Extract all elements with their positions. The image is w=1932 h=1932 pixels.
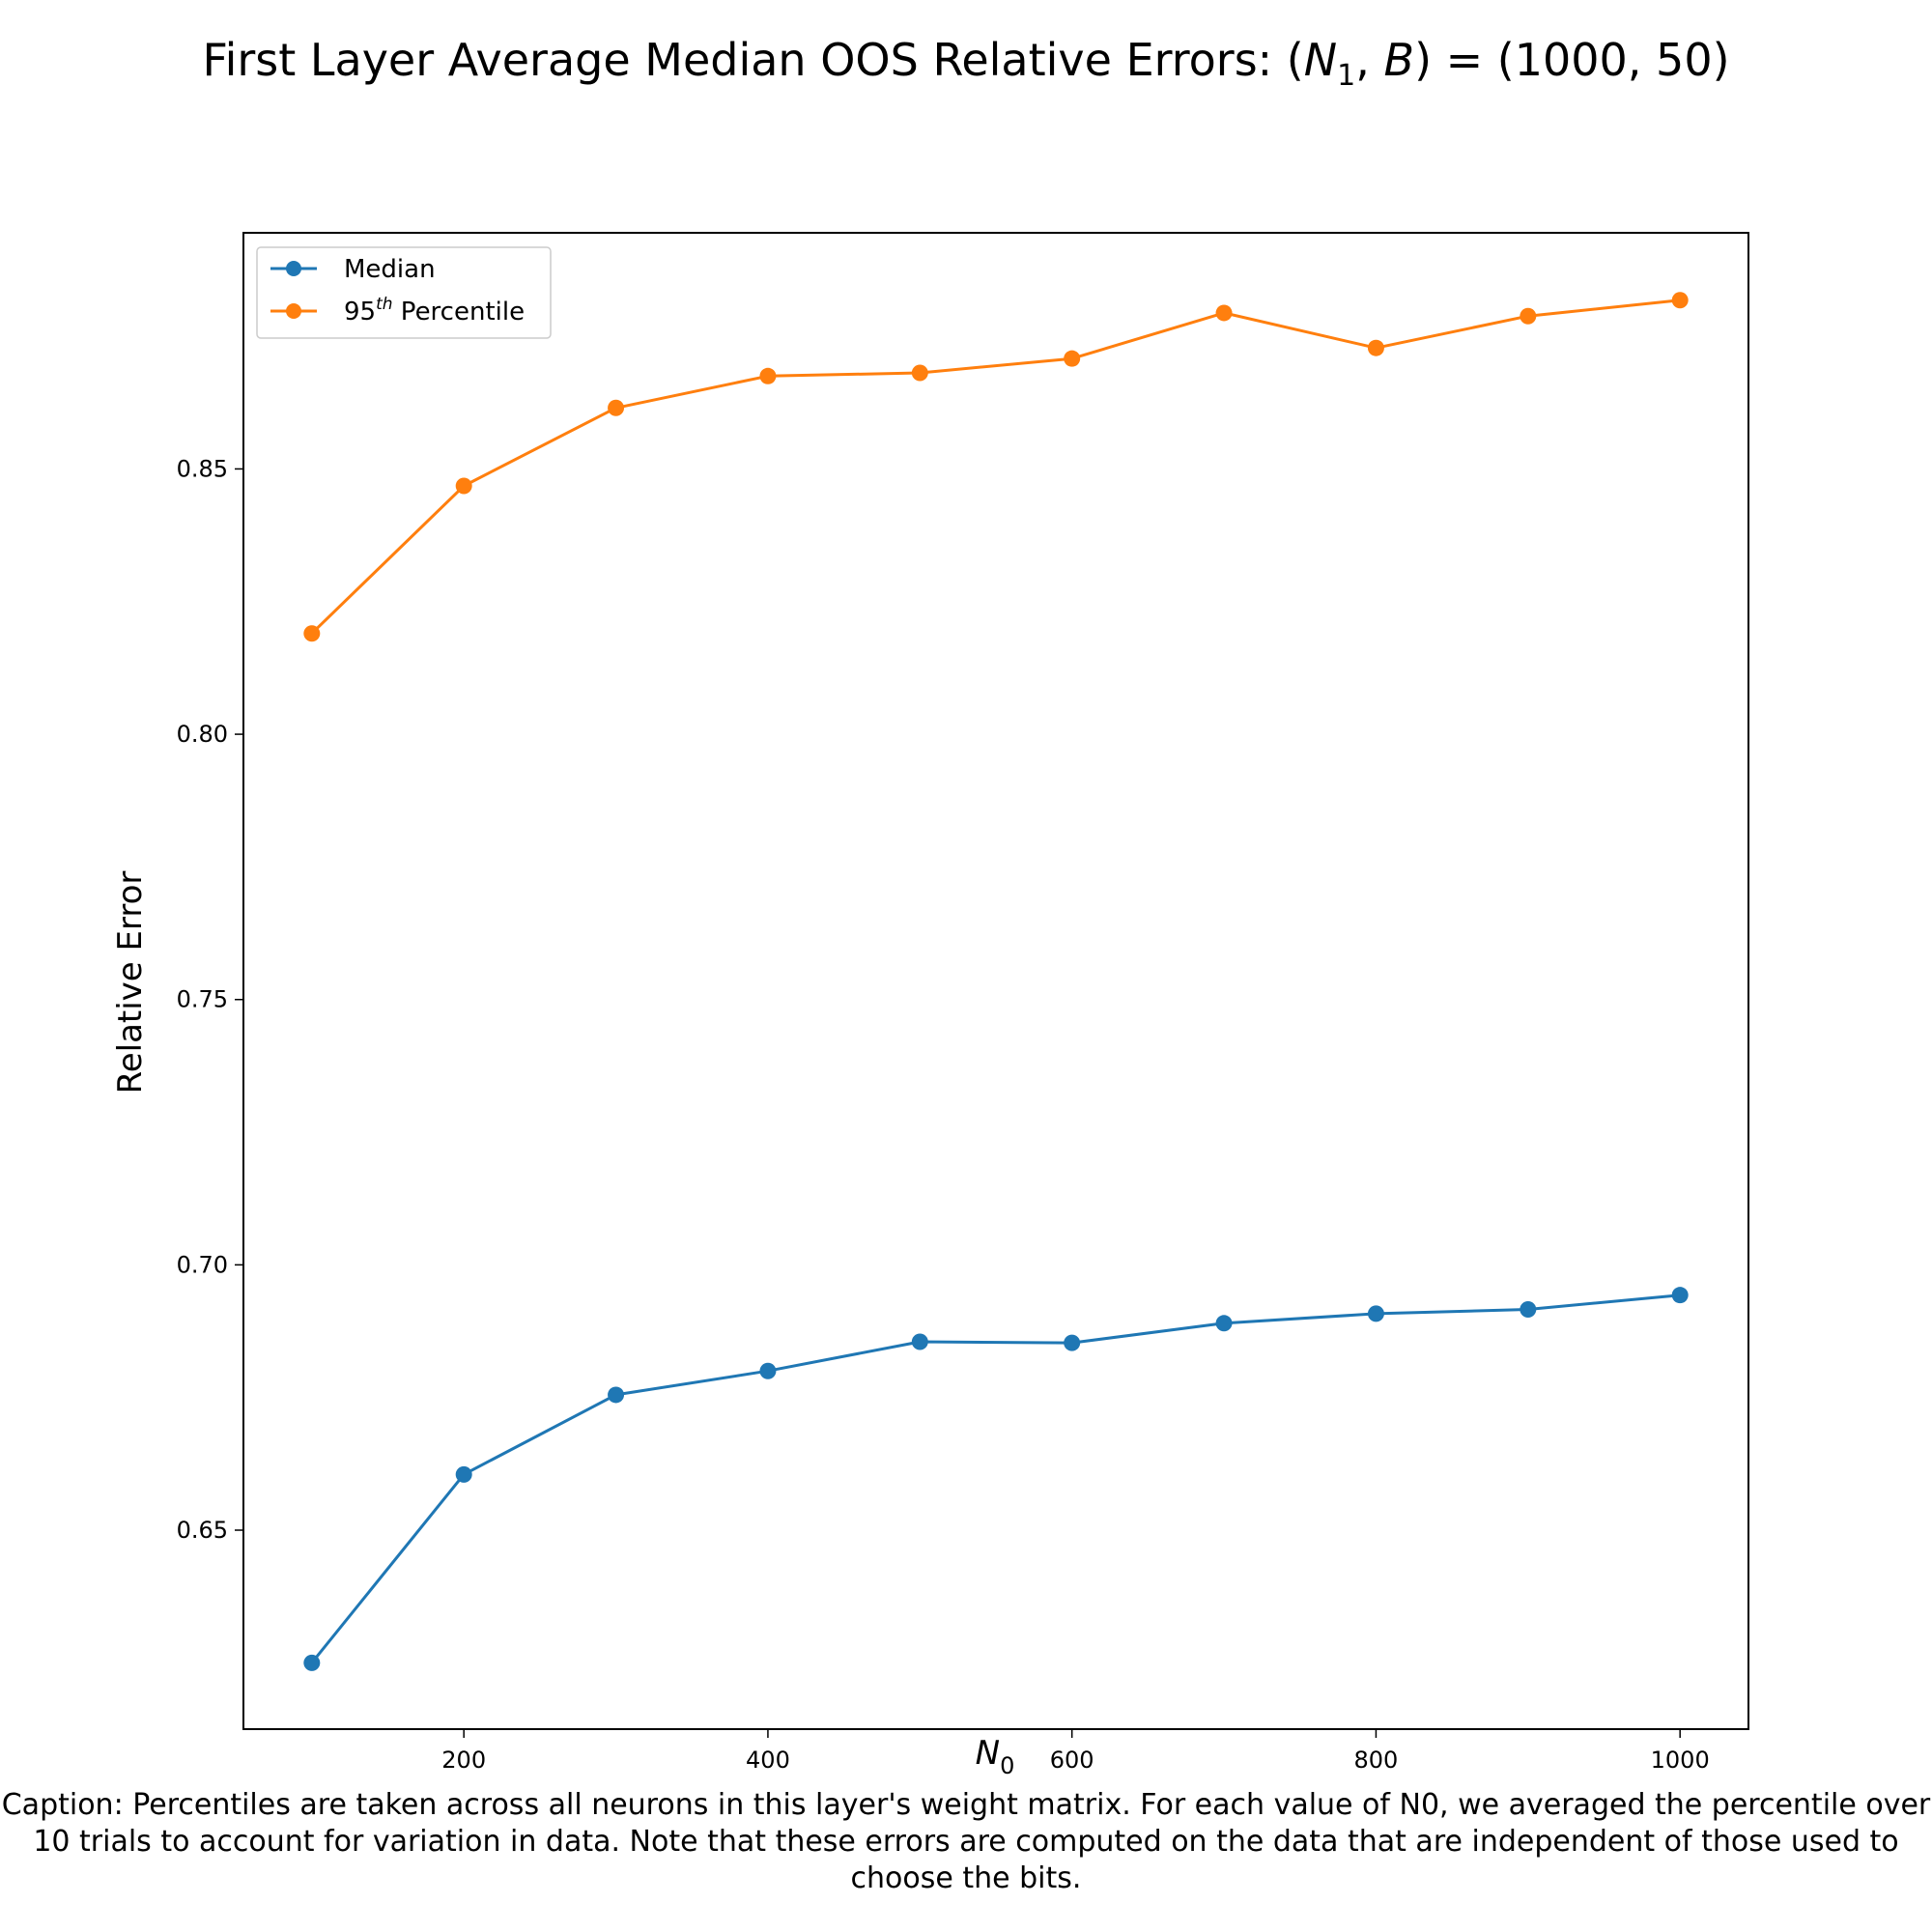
- legend-box: [256, 246, 552, 339]
- legend-marker-median: [286, 261, 301, 276]
- y-axis-label: Relative Error: [111, 871, 150, 1094]
- y-tick-label: 0.70: [177, 1251, 228, 1278]
- data-point: [1064, 1334, 1081, 1351]
- data-point: [1520, 307, 1537, 325]
- legend-label-median: Median: [344, 255, 436, 284]
- data-point: [1064, 350, 1081, 367]
- series-line: [310, 298, 1681, 635]
- data-point: [303, 1654, 321, 1671]
- series-layer: [303, 292, 1689, 1671]
- data-point: [759, 1362, 777, 1379]
- y-tick-label: 0.80: [177, 721, 228, 748]
- x-tick-label: 800: [1354, 1747, 1399, 1774]
- x-axis-label: N0: [976, 1734, 1015, 1777]
- legend-marker-percentile: [286, 303, 301, 319]
- x-tick-label: 1000: [1651, 1747, 1710, 1774]
- series-1: [303, 292, 1689, 642]
- data-point: [1671, 1287, 1689, 1304]
- y-tick-label: 0.75: [177, 986, 228, 1013]
- data-point: [1367, 339, 1384, 356]
- chart-title: First Layer Average Median OOS Relative …: [202, 34, 1729, 93]
- data-point: [759, 367, 777, 384]
- data-point: [455, 1465, 472, 1483]
- data-point: [455, 477, 472, 495]
- series-0: [303, 1287, 1689, 1671]
- data-point: [911, 364, 928, 382]
- series-line: [310, 1293, 1681, 1664]
- legend: Median 95th Percentile: [256, 246, 552, 339]
- figure-caption: Caption: Percentiles are taken across al…: [1, 1788, 1931, 1895]
- x-tick-label: 400: [746, 1747, 790, 1774]
- data-point: [1215, 304, 1233, 322]
- data-point: [303, 625, 321, 642]
- x-tick-label: 600: [1050, 1747, 1094, 1774]
- plot-frame: [242, 232, 1749, 1730]
- y-tick-label: 0.85: [177, 455, 228, 482]
- data-point: [1671, 292, 1689, 309]
- data-point: [1215, 1315, 1233, 1332]
- y-axis-ticks: 0.65 0.70 0.75 0.80 0.85: [177, 455, 243, 1544]
- data-point: [608, 1386, 625, 1404]
- data-point: [1367, 1305, 1384, 1322]
- line-chart: First Layer Average Median OOS Relative …: [111, 34, 1749, 1777]
- plot-area: [242, 232, 1749, 1730]
- x-axis-ticks: 200 400 600 800 1000: [441, 1729, 1710, 1774]
- y-tick-label: 0.65: [177, 1517, 228, 1544]
- data-point: [608, 399, 625, 416]
- legend-label-percentile: 95th Percentile: [344, 295, 525, 327]
- data-point: [1520, 1301, 1537, 1319]
- x-tick-label: 200: [441, 1747, 486, 1774]
- data-point: [911, 1333, 928, 1350]
